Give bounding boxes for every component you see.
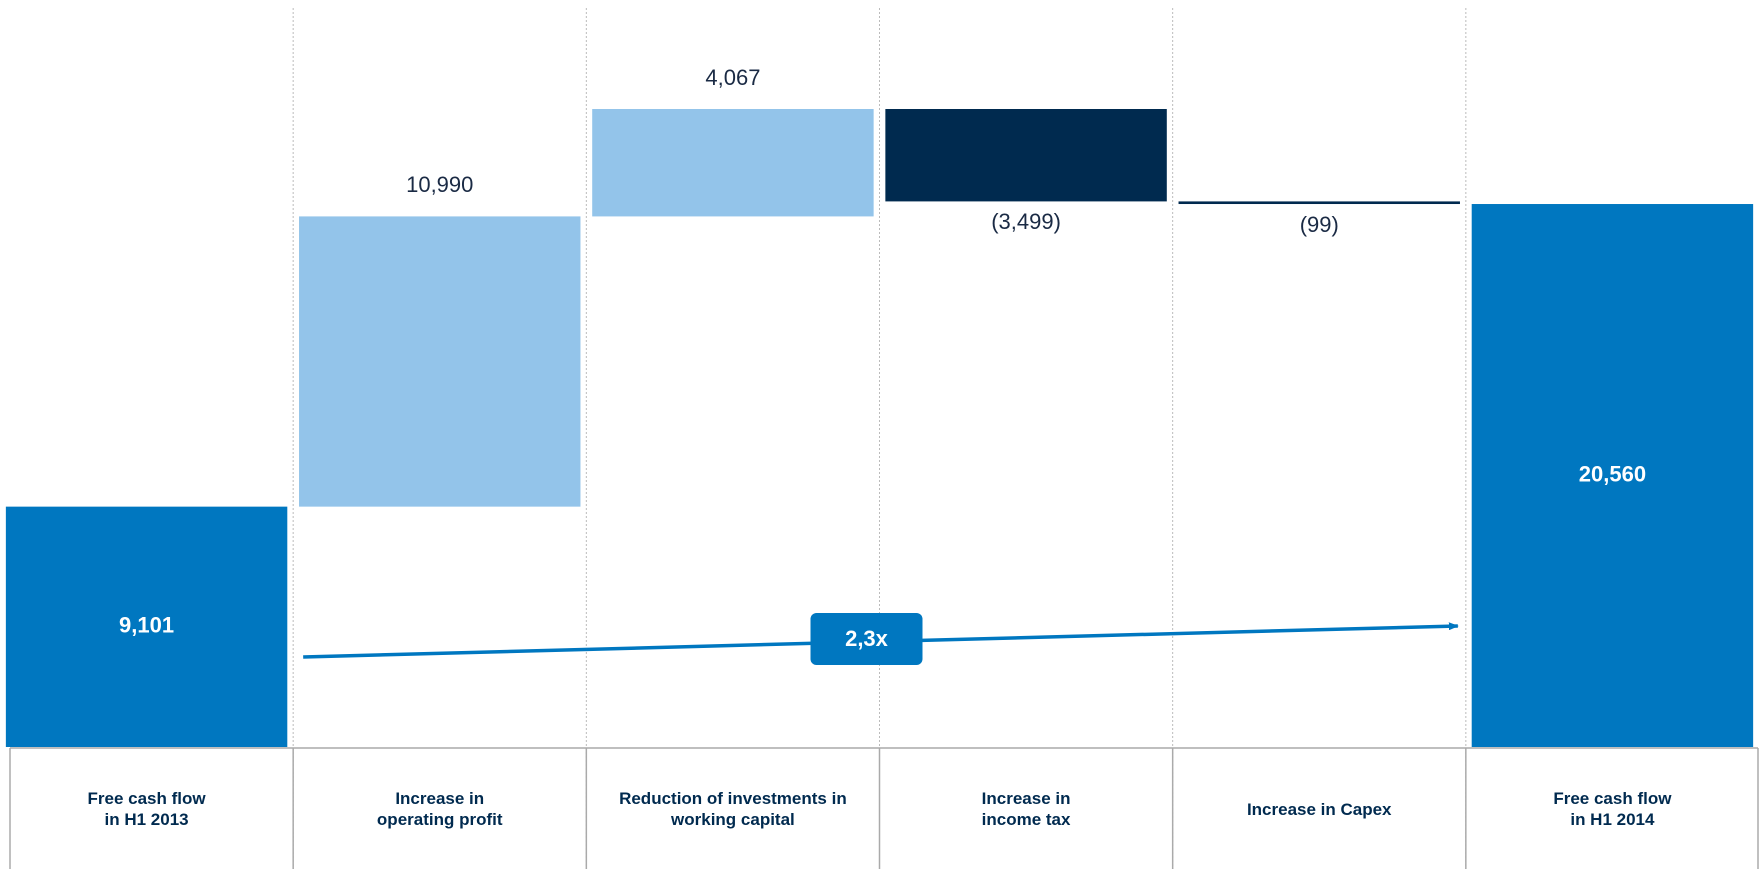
annotation: 2,3x bbox=[845, 626, 889, 651]
bar bbox=[1178, 201, 1460, 205]
value-label: (99) bbox=[1300, 212, 1339, 237]
category-label: Increase in Capex bbox=[1246, 799, 1392, 819]
value-label: 10,990 bbox=[406, 172, 473, 197]
category-label: Increase in income tax bbox=[981, 789, 1071, 829]
annotation-box bbox=[810, 613, 923, 665]
value-label: (3,499) bbox=[991, 209, 1061, 234]
bar bbox=[885, 109, 1167, 202]
category-label: Increase in operating profit bbox=[376, 789, 503, 829]
bar bbox=[592, 109, 874, 217]
category-label: Free cash flow in H1 2014 bbox=[1553, 789, 1672, 829]
bar bbox=[299, 216, 581, 507]
bar bbox=[5, 506, 288, 747]
value-label: 9,101 bbox=[119, 613, 174, 638]
category-label: Reduction of investments in working capi… bbox=[619, 789, 847, 829]
category-label: Free cash flow in H1 2013 bbox=[87, 789, 206, 829]
bar bbox=[1471, 204, 1754, 748]
value-label: 20,560 bbox=[1579, 461, 1646, 486]
value-label: 4,067 bbox=[705, 65, 760, 90]
